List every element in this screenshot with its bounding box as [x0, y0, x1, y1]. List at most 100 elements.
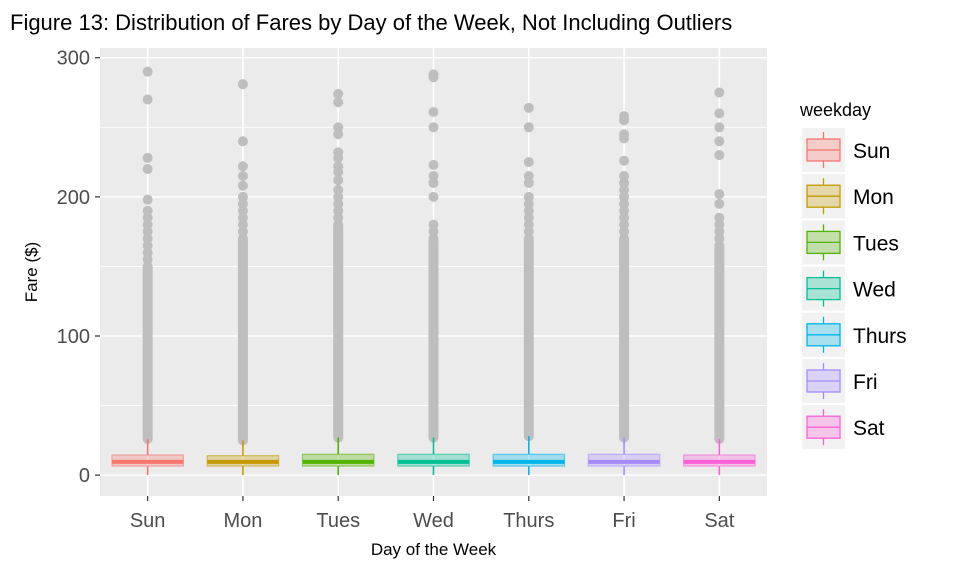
outlier-point: [523, 102, 534, 113]
outlier-point: [142, 194, 153, 205]
x-tick-label: Thurs: [503, 510, 554, 532]
legend-label: Fri: [853, 371, 878, 394]
outlier-point: [523, 191, 534, 202]
legend-label: Mon: [853, 186, 894, 209]
y-axis-title: Fare ($): [22, 242, 41, 302]
x-tick-label: Sat: [704, 510, 734, 532]
outlier-point: [142, 226, 153, 237]
outlier-point: [523, 226, 534, 237]
outlier-point: [523, 122, 534, 133]
outlier-point: [428, 177, 439, 188]
legend-title: weekday: [799, 100, 871, 120]
outlier-point: [428, 191, 439, 202]
outlier-point: [619, 115, 630, 126]
outlier-point: [142, 66, 153, 77]
outlier-point: [237, 219, 248, 230]
x-tick-label: Tues: [316, 510, 360, 532]
outlier-point: [142, 247, 153, 258]
chart-title: Figure 13: Distribution of Fares by Day …: [10, 10, 733, 35]
outlier-point: [619, 191, 630, 202]
legend-item-fri: Fri: [802, 359, 878, 403]
outlier-point: [237, 136, 248, 147]
outlier-point: [714, 219, 725, 230]
outlier-point: [428, 107, 439, 117]
outlier-point: [714, 233, 725, 244]
outlier-point: [237, 205, 248, 216]
outlier-point: [428, 72, 439, 83]
outlier-point: [333, 97, 344, 108]
outlier-point: [333, 129, 344, 140]
legend-label: Tues: [853, 232, 899, 255]
x-tick-label: Sun: [130, 510, 166, 532]
legend-label: Wed: [853, 279, 896, 302]
outlier-point: [714, 198, 725, 209]
outlier-point: [142, 233, 153, 244]
outlier-point: [428, 226, 439, 237]
outlier-point: [619, 155, 630, 166]
outlier-point: [142, 219, 153, 230]
x-tick-label: Mon: [223, 510, 262, 532]
outlier-point: [619, 177, 630, 188]
legend-item-mon: Mon: [802, 174, 894, 219]
legend-item-tues: Tues: [802, 220, 899, 265]
outlier-point: [237, 161, 248, 172]
outlier-point: [714, 87, 725, 98]
outlier-point: [333, 191, 344, 202]
x-axis-title: Day of the Week: [371, 540, 497, 559]
outlier-point: [142, 94, 153, 105]
outlier-point: [333, 175, 344, 186]
outlier-point: [619, 184, 630, 195]
y-axis: 0 100 200 300: [57, 48, 100, 487]
outlier-point: [428, 159, 439, 170]
legend-item-sat: Sat: [802, 405, 885, 450]
x-tick-label: Fri: [612, 510, 635, 532]
outlier-point: [714, 189, 725, 200]
outlier-point: [523, 205, 534, 216]
outlier-point: [237, 212, 248, 223]
y-tick-label: 100: [57, 326, 90, 348]
outlier-point: [523, 198, 534, 209]
outlier-point: [333, 152, 344, 163]
outlier-point: [142, 254, 153, 265]
outlier-point: [333, 198, 344, 209]
outlier-point: [523, 157, 534, 168]
outlier-point: [333, 205, 344, 216]
y-tick-label: 0: [79, 465, 90, 487]
outlier-point: [619, 219, 630, 230]
outlier-point: [714, 136, 725, 147]
outlier-point: [333, 184, 344, 195]
boxes: [111, 436, 756, 476]
legend-item-wed: Wed: [802, 266, 896, 311]
legend-item-thurs: Thurs: [802, 312, 907, 357]
outlier-point: [333, 212, 344, 223]
outlier-point: [619, 205, 630, 216]
outlier-point: [237, 171, 248, 181]
outlier-point: [428, 219, 439, 230]
outlier-points: [142, 66, 725, 446]
outlier-point: [714, 150, 725, 161]
outlier-point: [619, 171, 630, 181]
outlier-point: [237, 226, 248, 237]
outlier-point: [619, 198, 630, 209]
legend-item-sun: Sun: [802, 128, 890, 172]
x-tick-label: Wed: [413, 510, 454, 532]
outlier-point: [333, 88, 344, 99]
outlier-point: [523, 219, 534, 230]
outlier-point: [714, 122, 725, 133]
outlier-point: [237, 79, 248, 90]
outlier-point: [237, 191, 248, 202]
y-tick-label: 200: [57, 187, 90, 209]
outlier-point: [714, 226, 725, 237]
outlier-point: [428, 122, 439, 133]
outlier-point: [428, 233, 439, 244]
legend-label: Sat: [853, 417, 885, 440]
legend-label: Thurs: [853, 325, 907, 348]
outlier-point: [142, 152, 153, 163]
outlier-point: [619, 133, 630, 144]
outlier-point: [523, 212, 534, 223]
outlier-point: [619, 226, 630, 237]
outlier-point: [714, 212, 725, 223]
legend: weekday Sun Mon Tues Wed Thurs Fri Sat: [799, 100, 907, 450]
legend-label: Sun: [853, 140, 890, 163]
